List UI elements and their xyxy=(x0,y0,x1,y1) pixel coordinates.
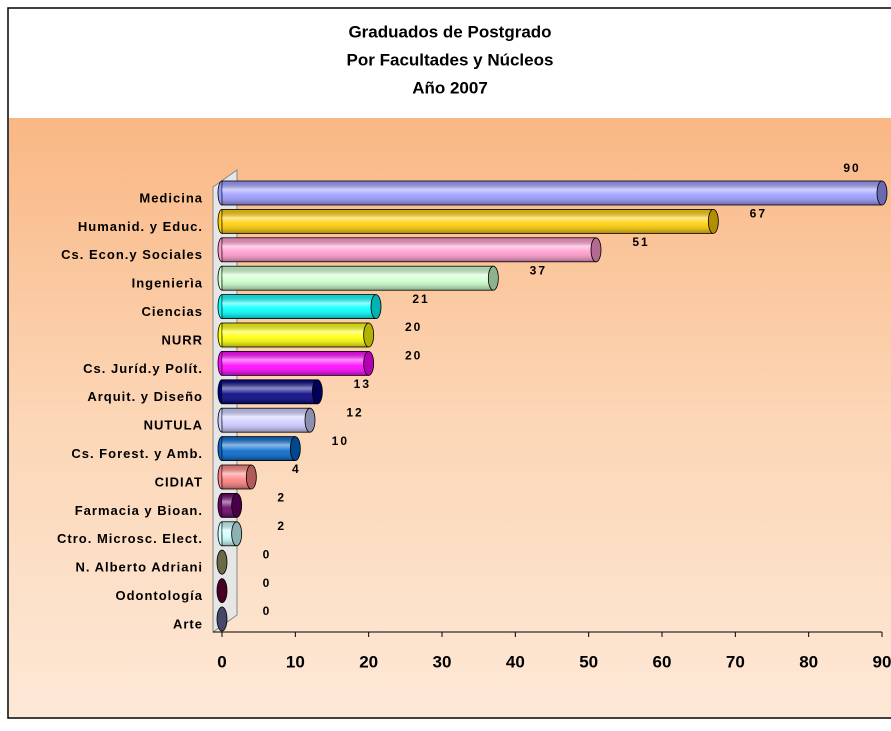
bar-shade xyxy=(222,209,714,234)
bar-cap xyxy=(289,436,301,462)
data-label: 67 xyxy=(750,207,767,221)
data-label: 0 xyxy=(263,576,272,590)
y-tick-label: Ctro. Microsc. Elect. xyxy=(57,531,203,546)
y-tick-label: Ingenierìa xyxy=(132,276,203,291)
bar-cap xyxy=(590,237,602,263)
data-label: 51 xyxy=(632,235,649,249)
bar-cap xyxy=(707,208,719,234)
bar-cap-shade xyxy=(290,436,301,461)
bar-cap-shade xyxy=(591,237,601,262)
data-label: 10 xyxy=(332,434,349,448)
bar-cap-shade xyxy=(708,209,719,234)
x-tick-label: 70 xyxy=(726,652,745,671)
bar-shade xyxy=(222,237,596,262)
x-tick-label: 50 xyxy=(579,652,598,671)
bar-cap-shade xyxy=(363,323,374,347)
y-tick-label: NURR xyxy=(161,332,203,347)
x-tick-label: 20 xyxy=(359,652,378,671)
bar-cap-shade xyxy=(312,379,323,404)
x-tick-label: 40 xyxy=(506,652,525,671)
bar-cap xyxy=(216,578,228,603)
y-tick-label: N. Alberto Adriani xyxy=(75,560,203,575)
bar-cap-shade xyxy=(877,181,887,205)
bar-shade xyxy=(222,379,318,404)
bar-shade xyxy=(222,181,882,205)
bar-cap xyxy=(216,549,228,575)
y-tick-label: Arte xyxy=(173,616,203,631)
y-tick-label: Ciencias xyxy=(142,304,203,319)
data-label: 0 xyxy=(263,547,272,561)
data-label: 37 xyxy=(530,263,547,277)
data-label: 0 xyxy=(263,604,272,618)
x-tick-label: 30 xyxy=(433,652,452,671)
y-tick-label: Cs. Forest. y Amb. xyxy=(71,446,203,461)
bar-cap-shade xyxy=(217,550,227,575)
y-tick-label: NUTULA xyxy=(144,418,203,433)
bar-cap xyxy=(304,407,316,433)
y-tick-label: Medicina xyxy=(139,190,203,205)
y-tick-label: Farmacia y Bioan. xyxy=(75,503,203,518)
y-tick-label: Humanid. y Educ. xyxy=(78,219,203,234)
y-tick-label: CIDIAT xyxy=(155,474,203,489)
data-label: 2 xyxy=(277,519,286,533)
bar-cap xyxy=(370,294,382,320)
bar-shade xyxy=(222,436,296,461)
data-label: 21 xyxy=(412,292,429,306)
data-label: 20 xyxy=(405,349,422,363)
chart-title: Graduados de Postgrado xyxy=(348,22,551,41)
bar-cap xyxy=(487,265,499,291)
y-tick-label: Arquit. y Diseño xyxy=(87,389,203,404)
bar-cap xyxy=(311,379,323,405)
bar-cap xyxy=(231,521,243,547)
x-tick-label: 60 xyxy=(653,652,672,671)
data-label: 90 xyxy=(843,161,860,175)
bar-cap-shade xyxy=(231,521,242,546)
bar-cap xyxy=(216,606,228,632)
chart-title: Por Facultades y Núcleos xyxy=(347,50,554,69)
bar-cap xyxy=(231,492,243,518)
bar-shade xyxy=(222,351,369,376)
x-tick-label: 10 xyxy=(286,652,305,671)
bar-shade xyxy=(222,294,376,319)
data-label: 13 xyxy=(354,377,371,391)
y-tick-label: Cs. Juríd.y Polít. xyxy=(83,361,203,376)
x-tick-label: 0 xyxy=(217,652,226,671)
bar-cap-shade xyxy=(371,294,381,319)
bar-cap-shade xyxy=(231,493,242,518)
bar-shade xyxy=(222,266,494,291)
bar-cap xyxy=(363,350,375,376)
bar-cap-shade xyxy=(363,351,374,376)
bar-cap-shade xyxy=(488,266,499,291)
bar-cap-shade xyxy=(217,578,227,603)
bar-shade xyxy=(222,323,369,347)
x-tick-label: 80 xyxy=(799,652,818,671)
x-tick-label: 90 xyxy=(873,652,891,671)
y-tick-label: Cs. Econ.y Sociales xyxy=(61,247,203,262)
bar-shade xyxy=(222,408,310,433)
bar-cap-shade xyxy=(217,607,227,631)
data-label: 4 xyxy=(292,462,301,476)
chart-title: Año 2007 xyxy=(412,78,488,97)
data-label: 2 xyxy=(277,491,286,505)
y-tick-label: Odontología xyxy=(115,588,203,603)
bar-cap xyxy=(363,322,375,348)
data-label: 20 xyxy=(405,320,422,334)
data-label: 12 xyxy=(346,405,363,419)
bar-cap xyxy=(876,180,888,206)
bar-cap-shade xyxy=(246,465,257,489)
bar-cap-shade xyxy=(305,408,315,433)
bar-cap xyxy=(245,464,257,490)
